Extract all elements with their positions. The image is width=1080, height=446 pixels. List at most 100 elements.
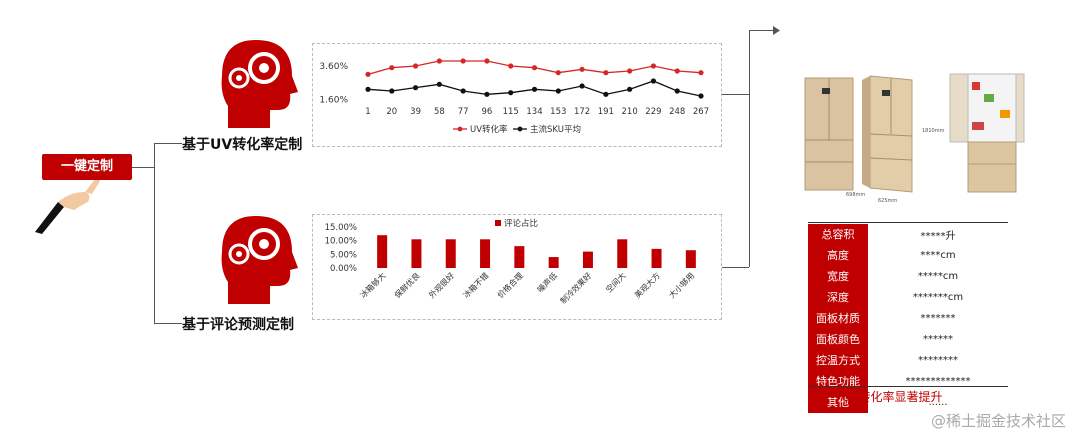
data-point bbox=[555, 88, 561, 94]
y-tick-label: 5.00% bbox=[330, 250, 357, 260]
fridge-front-image bbox=[804, 77, 854, 191]
x-tick-label: 210 bbox=[622, 107, 638, 117]
data-point bbox=[674, 68, 680, 74]
category-label: 大小够用 bbox=[667, 270, 697, 300]
data-point bbox=[389, 88, 395, 94]
data-point bbox=[674, 88, 680, 94]
fridge-angled-image: 698mm 625mm bbox=[846, 75, 913, 204]
bar bbox=[411, 239, 422, 268]
spec-value: ...... bbox=[928, 397, 948, 408]
category-label: 美观大方 bbox=[632, 270, 662, 300]
spec-key: 其他 bbox=[808, 392, 868, 413]
spec-value: *****cm bbox=[917, 271, 959, 282]
data-point bbox=[484, 58, 490, 64]
dimension-height-label: 1810mm bbox=[922, 128, 945, 134]
data-point bbox=[508, 90, 514, 96]
data-point bbox=[531, 86, 538, 92]
category-label: 外观很好 bbox=[426, 270, 456, 300]
data-point bbox=[460, 58, 466, 64]
spec-value: *****升 bbox=[920, 231, 956, 242]
bar bbox=[651, 248, 662, 268]
arrow-right-icon bbox=[773, 26, 780, 35]
legend-label: UV转化率 bbox=[470, 124, 508, 135]
y-tick-label: 0.00% bbox=[330, 264, 357, 274]
data-point bbox=[627, 68, 633, 74]
data-point bbox=[698, 70, 704, 76]
x-tick-label: 267 bbox=[693, 107, 709, 117]
spec-key: 控温方式 bbox=[808, 350, 868, 371]
x-tick-label: 191 bbox=[598, 107, 614, 117]
watermark: @稀土掘金技术社区 bbox=[930, 412, 1066, 430]
spec-row: 宽度 *****cm bbox=[808, 266, 1008, 287]
spec-row: 其他...... bbox=[808, 392, 1008, 413]
data-point bbox=[389, 65, 395, 71]
spec-value: ************* bbox=[905, 376, 971, 387]
branch-label-review: 基于评论预测定制 bbox=[182, 317, 294, 333]
spec-key: 宽度 bbox=[808, 266, 868, 287]
x-tick-label: 172 bbox=[574, 107, 590, 117]
data-point bbox=[650, 78, 657, 84]
data-point bbox=[484, 91, 490, 97]
data-point bbox=[436, 81, 442, 87]
data-point bbox=[603, 70, 609, 76]
spec-row: 面板颜色 ****** bbox=[808, 329, 1008, 350]
x-tick-label: 1 bbox=[365, 107, 370, 117]
branch-label-uv: 基于UV转化率定制 bbox=[182, 137, 303, 153]
data-point bbox=[412, 63, 419, 69]
data-point bbox=[436, 58, 442, 64]
spec-key: 面板颜色 bbox=[808, 329, 868, 350]
data-point bbox=[603, 91, 609, 97]
svg-text:625mm: 625mm bbox=[878, 198, 897, 204]
data-point bbox=[579, 66, 585, 72]
legend-swatch bbox=[495, 220, 501, 226]
spec-value: ******** bbox=[918, 355, 958, 366]
spec-row: 面板材质 ******* bbox=[808, 308, 1008, 329]
uv-line-chart: 3.60% 1.60% 1 20 39 58 77 96 115 134 153 172 191 210 2… bbox=[319, 58, 709, 135]
legend-label: 主流SKU平均 bbox=[530, 124, 581, 135]
bar bbox=[685, 250, 696, 268]
fridge-product-images: 698mm 625mm 1810mm bbox=[804, 73, 1025, 204]
x-tick-label: 115 bbox=[503, 107, 519, 117]
spec-key: 总容积 bbox=[808, 224, 868, 245]
y-tick-label: 15.00% bbox=[325, 223, 357, 233]
x-tick-label: 134 bbox=[526, 107, 542, 117]
spec-key: 高度 bbox=[808, 245, 868, 266]
bar bbox=[377, 235, 388, 268]
spec-row: 深度 *******cm bbox=[808, 287, 1008, 308]
legend-marker bbox=[457, 126, 463, 132]
x-tick-label: 248 bbox=[669, 107, 685, 117]
spec-row: 总容积 *****升 bbox=[808, 224, 1008, 245]
spec-row: 高度 ****cm bbox=[808, 245, 1008, 266]
spec-caption: UV转化率显著提升 bbox=[841, 390, 943, 404]
uv-line-chart-panel: 3.60% 1.60% 1 20 39 58 77 96 115 134 153 172 191 210 2… bbox=[312, 43, 722, 147]
data-point bbox=[365, 86, 371, 92]
bar bbox=[480, 239, 491, 268]
spec-key: 深度 bbox=[808, 287, 868, 308]
spec-table: 总容积 *****升高度 ****cm 宽度 *****cm 深度 *******cm 面板材… bbox=[808, 224, 1008, 413]
category-label: 价格合理 bbox=[495, 270, 525, 300]
review-bar-chart-panel: 15.00% 10.00% 5.00% 0.00% 冰箱够大 保鲜优良 外观很好 冰箱不错 价格… bbox=[312, 214, 722, 320]
x-tick-label: 39 bbox=[410, 107, 421, 117]
data-point bbox=[412, 85, 419, 91]
y-tick-label: 3.60% bbox=[319, 62, 348, 72]
bar bbox=[582, 251, 593, 268]
category-label: 制冷效果好 bbox=[558, 270, 593, 305]
bar bbox=[514, 246, 525, 268]
bar bbox=[445, 239, 456, 268]
y-tick-label: 10.00% bbox=[325, 237, 357, 247]
brain-gear-head-icon bbox=[212, 212, 298, 308]
spec-value: ******* bbox=[920, 313, 956, 324]
spec-value: ****cm bbox=[920, 250, 956, 261]
category-label: 保鲜优良 bbox=[392, 270, 422, 300]
category-label: 冰箱不错 bbox=[461, 270, 491, 300]
one-click-customize-button[interactable]: 一键定制 bbox=[42, 154, 132, 180]
data-point bbox=[627, 86, 633, 92]
spec-value: *******cm bbox=[912, 292, 964, 303]
brain-gear-head-icon bbox=[212, 36, 298, 132]
spec-row: 控温方式 ******** bbox=[808, 350, 1008, 371]
legend-label: 评论占比 bbox=[504, 218, 538, 229]
x-tick-label: 20 bbox=[386, 107, 397, 117]
category-label: 空间大 bbox=[604, 270, 628, 294]
x-tick-label: 77 bbox=[458, 107, 469, 117]
data-point bbox=[698, 93, 704, 99]
